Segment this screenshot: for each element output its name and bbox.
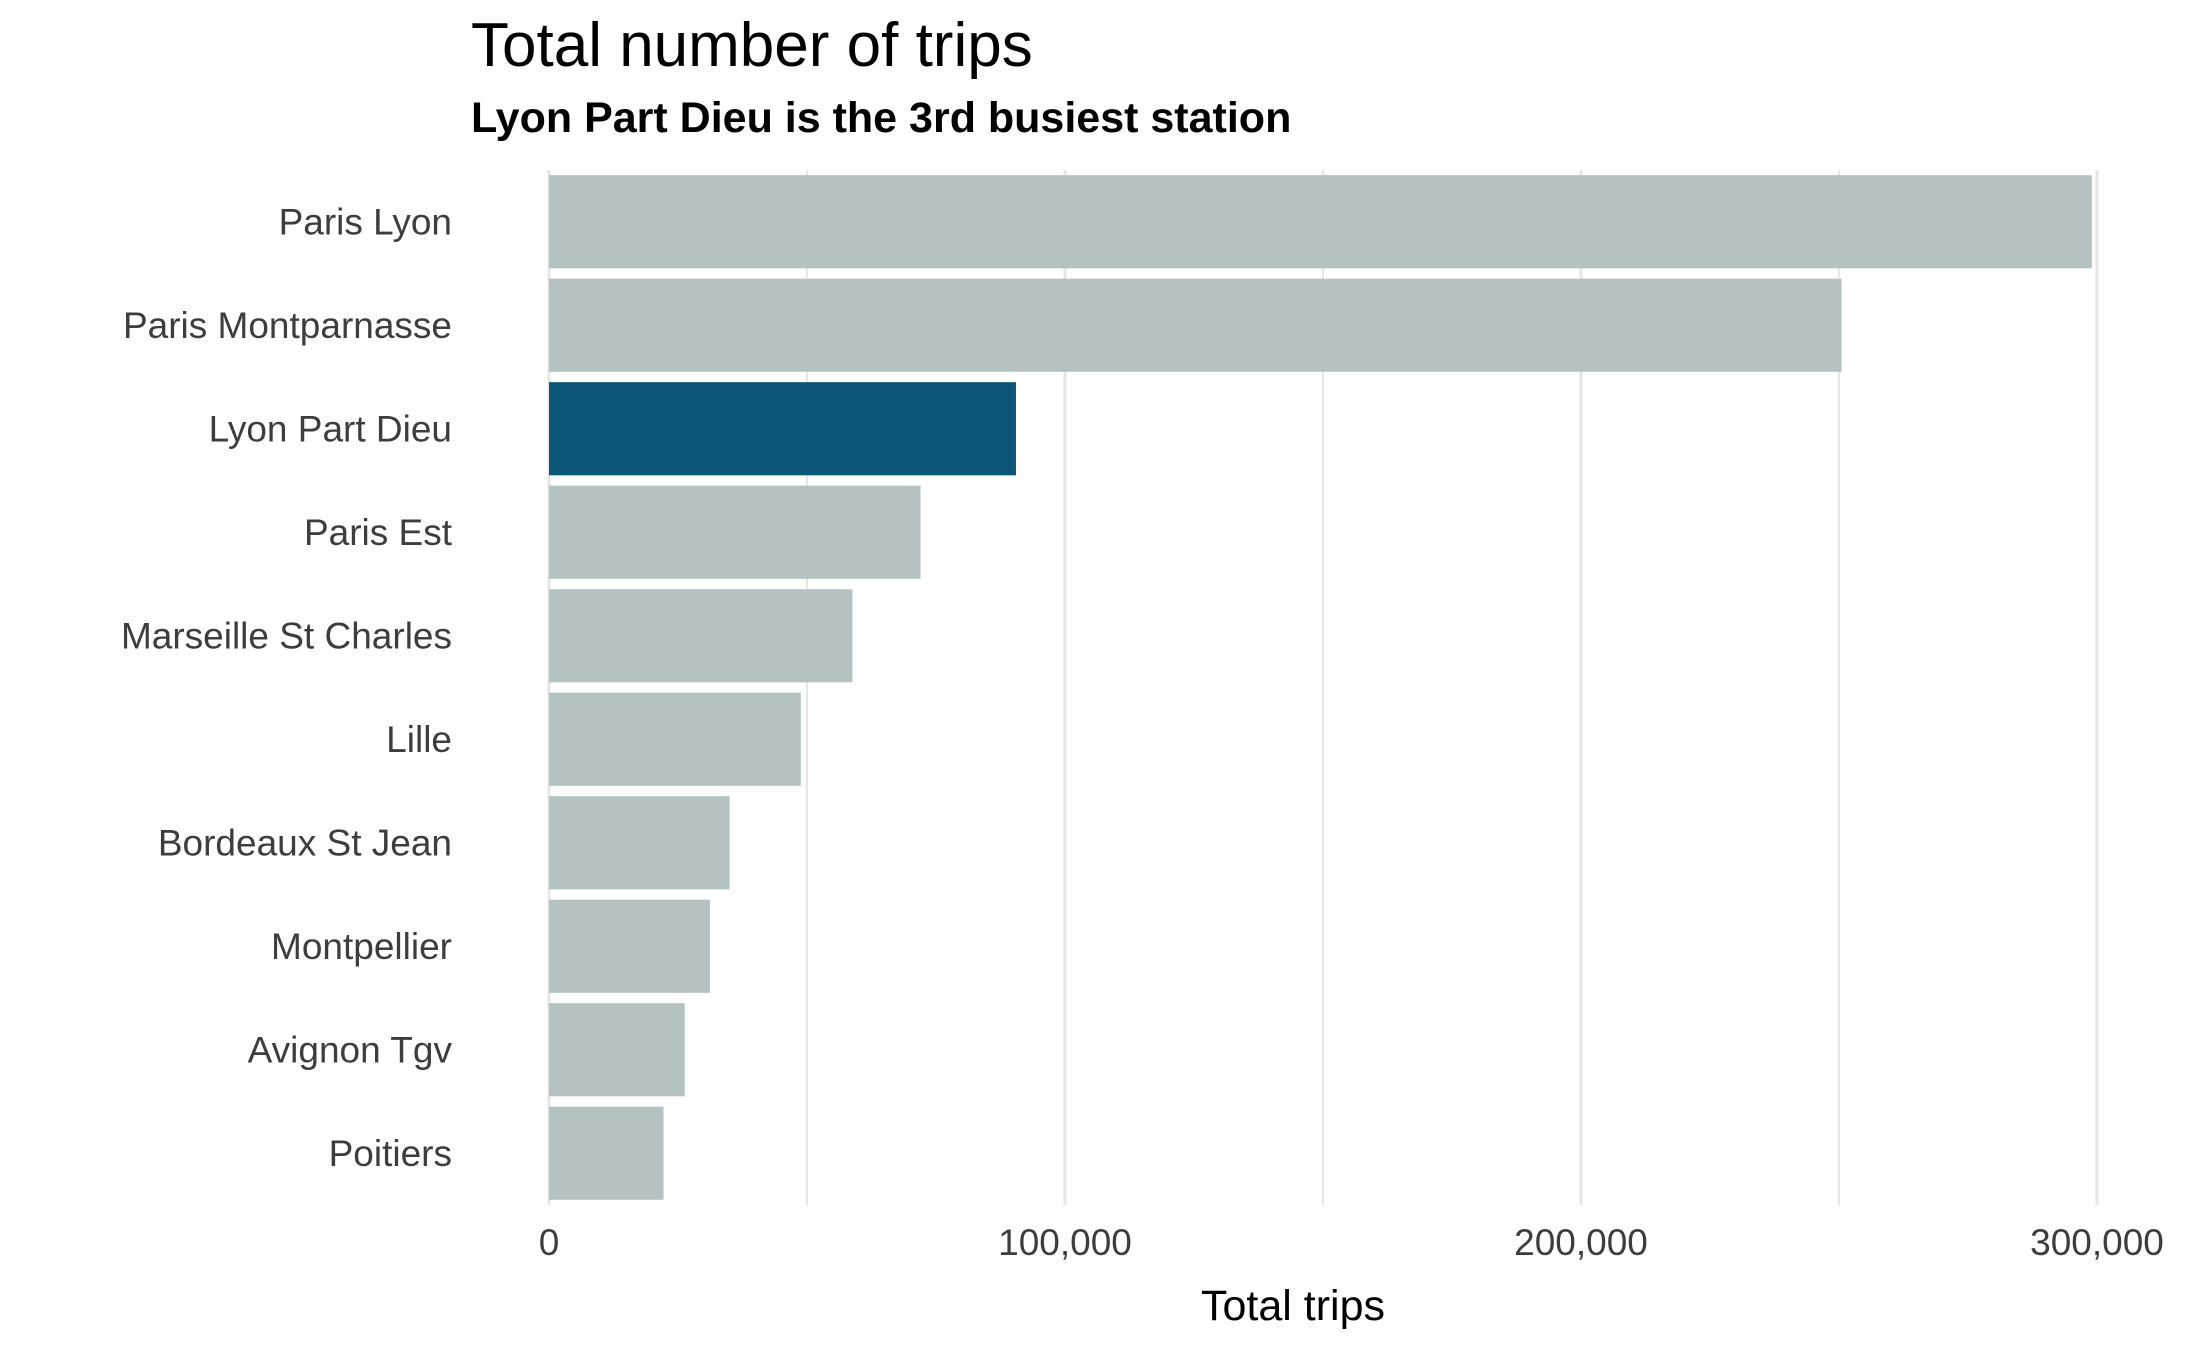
bar-paris-est	[549, 485, 921, 579]
x-tick-label: 300,000	[2030, 1222, 2164, 1263]
bar-paris-lyon	[549, 175, 2092, 269]
y-tick-label: Lille	[386, 719, 452, 760]
bar-lyon-part-dieu	[549, 382, 1016, 476]
y-tick-label: Bordeaux St Jean	[158, 822, 452, 863]
bar-bordeaux-st-jean	[549, 796, 730, 890]
x-axis-title: Total trips	[1201, 1282, 1385, 1330]
chart-subtitle: Lyon Part Dieu is the 3rd busiest statio…	[471, 94, 1292, 142]
y-tick-label: Montpellier	[271, 926, 452, 967]
y-tick-label: Paris Est	[304, 512, 453, 553]
bar-marseille-st-charles	[549, 589, 853, 683]
x-tick-label: 0	[539, 1222, 560, 1263]
y-tick-label: Poitiers	[329, 1133, 452, 1174]
y-tick-label: Paris Montparnasse	[123, 305, 452, 346]
y-tick-label: Paris Lyon	[279, 201, 452, 242]
bar-avignon-tgv	[549, 1003, 685, 1097]
bar-paris-montparnasse	[549, 278, 1842, 372]
bar-lille	[549, 692, 801, 786]
x-tick-label: 200,000	[1514, 1222, 1648, 1263]
x-tick-label: 100,000	[998, 1222, 1132, 1263]
y-tick-label: Avignon Tgv	[248, 1029, 453, 1070]
bar-poitiers	[549, 1106, 664, 1200]
bar-montpellier	[549, 899, 710, 993]
y-tick-label: Lyon Part Dieu	[209, 408, 452, 449]
y-tick-label: Marseille St Charles	[121, 615, 452, 656]
bars-layer	[549, 175, 2092, 1200]
chart-title: Total number of trips	[471, 11, 1033, 80]
x-axis-tick-labels: 0 100,000 200,000 300,000	[539, 1222, 2164, 1263]
y-axis-labels: Paris Lyon Paris Montparnasse Lyon Part Di…	[121, 201, 453, 1174]
